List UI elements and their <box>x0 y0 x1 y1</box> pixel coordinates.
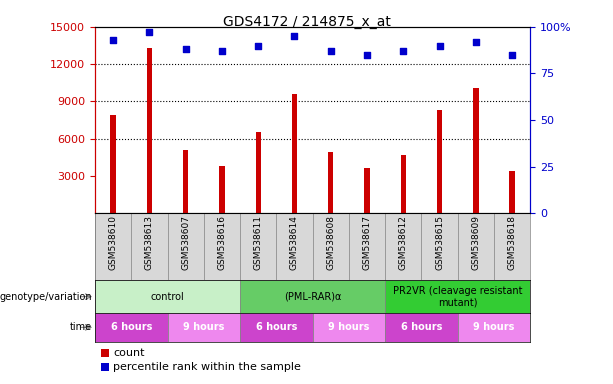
Text: 9 hours: 9 hours <box>328 322 370 333</box>
Text: GSM538610: GSM538610 <box>109 215 118 270</box>
Text: control: control <box>151 291 185 302</box>
Bar <box>292 94 297 213</box>
Text: GDS4172 / 214875_x_at: GDS4172 / 214875_x_at <box>223 15 390 29</box>
Bar <box>458 313 530 342</box>
Bar <box>473 88 479 213</box>
Point <box>471 39 481 45</box>
Point <box>398 48 408 54</box>
Text: count: count <box>113 348 145 358</box>
Bar <box>240 280 385 313</box>
Bar <box>95 280 240 313</box>
Point <box>326 48 336 54</box>
Point <box>145 30 154 36</box>
Point <box>362 52 372 58</box>
Point <box>289 33 299 39</box>
Point <box>253 43 263 49</box>
Bar <box>400 155 406 213</box>
Bar <box>437 110 443 213</box>
Text: genotype/variation: genotype/variation <box>0 291 92 302</box>
Point <box>217 48 227 54</box>
Text: GSM538616: GSM538616 <box>218 215 226 270</box>
Bar <box>385 313 458 342</box>
Bar <box>147 48 152 213</box>
Bar <box>219 166 225 213</box>
Text: PR2VR (cleavage resistant
mutant): PR2VR (cleavage resistant mutant) <box>393 286 522 308</box>
Text: 9 hours: 9 hours <box>183 322 224 333</box>
Text: time: time <box>70 322 92 333</box>
Text: percentile rank within the sample: percentile rank within the sample <box>113 362 301 372</box>
Text: GSM538617: GSM538617 <box>362 215 371 270</box>
Text: GSM538609: GSM538609 <box>471 215 481 270</box>
Point <box>435 43 444 49</box>
Text: GSM538611: GSM538611 <box>254 215 263 270</box>
Text: 6 hours: 6 hours <box>256 322 297 333</box>
Text: GSM538614: GSM538614 <box>290 215 299 270</box>
Bar <box>167 313 240 342</box>
Bar <box>313 313 385 342</box>
Text: GSM538608: GSM538608 <box>326 215 335 270</box>
Bar <box>364 169 370 213</box>
Point <box>109 37 118 43</box>
Text: GSM538615: GSM538615 <box>435 215 444 270</box>
Bar <box>328 152 333 213</box>
Bar <box>95 313 167 342</box>
Point <box>181 46 191 52</box>
Text: 6 hours: 6 hours <box>401 322 442 333</box>
Bar <box>385 280 530 313</box>
Bar <box>240 313 313 342</box>
Text: GSM538613: GSM538613 <box>145 215 154 270</box>
Text: GSM538612: GSM538612 <box>399 215 408 270</box>
Text: GSM538618: GSM538618 <box>508 215 517 270</box>
Bar <box>509 171 515 213</box>
Point <box>507 52 517 58</box>
Text: 9 hours: 9 hours <box>473 322 515 333</box>
Bar <box>183 150 188 213</box>
Text: 6 hours: 6 hours <box>110 322 152 333</box>
Bar <box>110 115 116 213</box>
Bar <box>256 132 261 213</box>
Text: (PML-RAR)α: (PML-RAR)α <box>284 291 341 302</box>
Text: GSM538607: GSM538607 <box>181 215 190 270</box>
